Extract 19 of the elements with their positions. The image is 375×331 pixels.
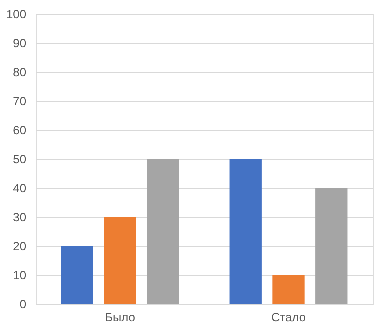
y-tick-label: 20 — [13, 240, 27, 254]
bar — [272, 275, 305, 304]
y-tick-label: 80 — [13, 66, 27, 80]
y-tick-label: 60 — [13, 124, 27, 138]
bar — [104, 217, 136, 304]
x-tick-label: Стало — [271, 310, 306, 324]
y-tick-label: 0 — [20, 298, 27, 312]
y-tick-label: 50 — [13, 152, 27, 166]
y-tick-label: 40 — [13, 182, 27, 196]
y-tick-label: 10 — [13, 268, 27, 282]
x-tick-label: Было — [105, 310, 136, 324]
bar — [316, 188, 348, 304]
bar — [230, 159, 262, 304]
y-tick-label: 90 — [13, 36, 27, 50]
y-tick-label: 70 — [13, 94, 27, 108]
bar — [147, 159, 180, 304]
y-tick-label: 30 — [13, 210, 27, 224]
y-tick-label: 100 — [6, 8, 27, 22]
bar — [61, 246, 94, 304]
